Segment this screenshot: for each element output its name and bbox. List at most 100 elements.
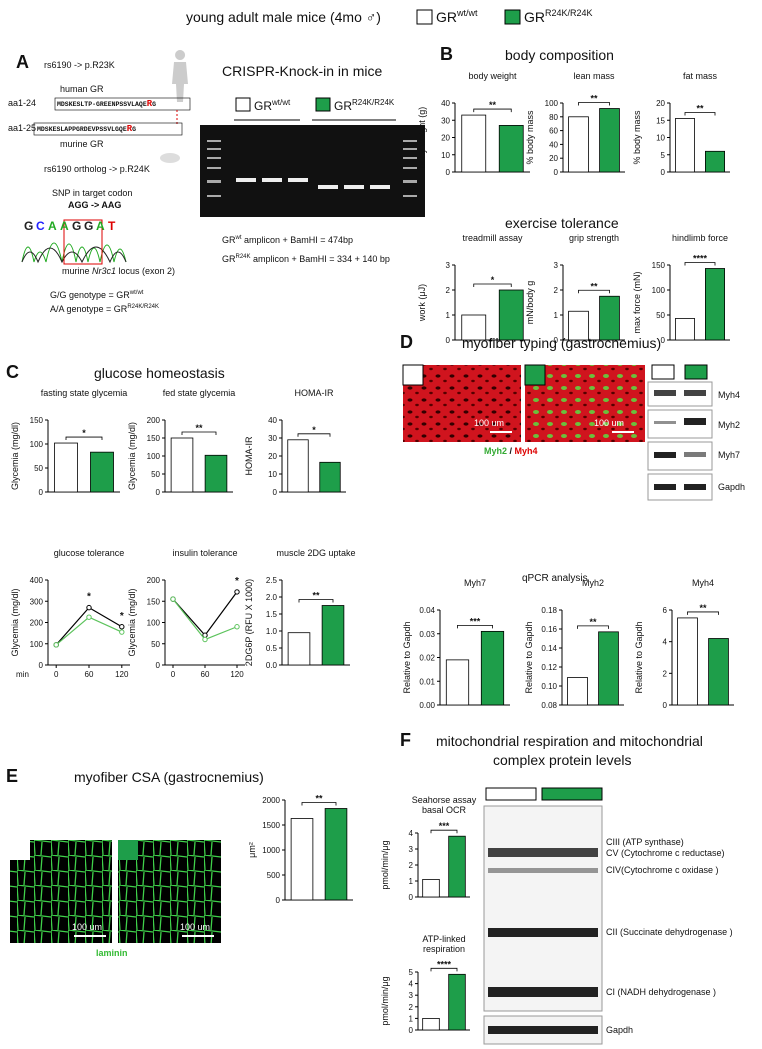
chart-title: Myh2 [582,578,604,588]
bar [422,879,440,898]
significance-label: ** [590,94,598,104]
significance-label: * [120,611,124,622]
y-tick-label: 20 [549,154,558,163]
significance-label: ** [696,104,704,114]
swatch [10,840,30,860]
chart-title: fed state glycemia [163,388,236,398]
y-tick-label: 0.14 [541,644,557,653]
y-tick-label: 0.01 [419,677,435,686]
legend-label: GRwt/wt [254,98,291,113]
blot-label: CI (NADH dehydrogenase ) [606,987,716,997]
y-tick-label: 0.0 [266,661,278,670]
y-tick-label: 2 [554,286,559,295]
y-tick-label: 40 [268,416,277,425]
chart-title: ATP-linked [422,934,465,944]
label: human GR [60,84,104,94]
y-axis-label: work (μJ) [417,284,427,322]
x-tick-label: 120 [115,670,129,679]
significance-bracket [578,289,610,294]
data-point [119,629,125,635]
sequence: MDSKESLTP-GREENPSSVLAQERG [57,99,156,109]
panel-letter: C [6,362,19,382]
y-tick-label: 0 [409,893,414,902]
label: A/A genotype = GRR24K/R24K [50,304,159,314]
y-tick-label: 0.10 [541,682,557,691]
y-axis-label: Glycemia (mg/dl) [10,588,20,656]
significance-label: *** [470,616,481,626]
swatch [541,787,603,801]
stain-label: Myh2 / Myh4 [484,446,538,456]
base-letter: A [96,219,105,233]
y-tick-label: 100 [30,640,44,649]
legend-label: GRR24K/R24K [334,98,395,113]
y-tick-label: 2.5 [266,576,278,585]
codon-box [63,219,103,265]
blot-label: Gapdh [718,482,745,492]
y-tick-label: 20 [268,452,277,461]
y-tick-label: 0 [663,701,668,710]
data-point [170,596,176,602]
y-axis-label: Relative to Gapdh [402,621,412,693]
data-point [234,589,240,595]
significance-label: *** [439,821,450,831]
x-tick-label: 120 [230,670,244,679]
base-letter: G [84,219,93,233]
y-tick-label: 1.5 [266,610,278,619]
y-tick-label: 200 [30,619,44,628]
chart-title: fat mass [683,71,718,81]
chart-title: grip strength [569,233,619,243]
y-axis-label: Glycemia (mg/dl) [127,422,137,490]
y-axis-label: pmol/min/μg [380,976,390,1025]
y-tick-label: 0 [39,488,44,497]
data-point [202,636,208,643]
significance-bracket [684,262,716,266]
bar [461,114,487,173]
y-tick-label: 0 [446,336,451,345]
sequence: MDSKESLAPPGRDEVPSSVLGQERG [37,124,136,134]
y-tick-label: 30 [441,116,450,125]
y-tick-label: 3 [446,261,451,270]
y-tick-label: 200 [147,576,161,585]
scale-label: 100 um [180,922,210,932]
bar [54,442,78,493]
significance-bracket [684,112,716,116]
significance-bracket [430,967,458,972]
y-tick-label: 3 [409,845,414,854]
subtitle: glucose homeostasis [94,365,225,381]
bar [321,605,345,666]
y-tick-label: 0 [156,661,161,670]
significance-label: * [87,592,91,603]
chart-title: treadmill assay [462,233,523,243]
chart-subtitle: respiration [423,944,465,954]
bar [567,677,588,706]
label: AGG -> AAG [68,200,121,210]
subtitle: mitochondrial respiration and mitochondr… [436,733,703,749]
swatch [118,840,138,860]
y-tick-label: 2 [446,286,451,295]
y-tick-label: 0 [661,336,666,345]
significance-label: ** [195,423,203,433]
y-tick-label: 0 [409,1026,414,1035]
significance-label: ** [489,100,497,110]
panel-letter: F [400,730,411,750]
legend-swatch [315,97,331,112]
blot-label: Myh4 [718,390,740,400]
scale-label: 100 um [72,922,102,932]
chart-subtitle: basal OCR [422,805,467,815]
bar [204,454,228,493]
blot-label: CII (Succinate dehydrogenase ) [606,927,733,937]
bar [598,631,619,706]
bar [448,973,466,1031]
significance-bracket [473,283,512,287]
series-line [172,591,238,637]
subtitle: complex protein levels [493,752,632,768]
swatch [485,787,537,801]
chart-title: glucose tolerance [54,548,125,558]
bar [568,116,589,173]
subtitle: qPCR analysis [522,573,588,584]
base-letter: G [72,219,81,233]
chart-title: HOMA-IR [295,388,334,398]
y-tick-label: 1000 [262,846,280,855]
significance-bracket [578,102,610,106]
data-point [234,624,240,630]
